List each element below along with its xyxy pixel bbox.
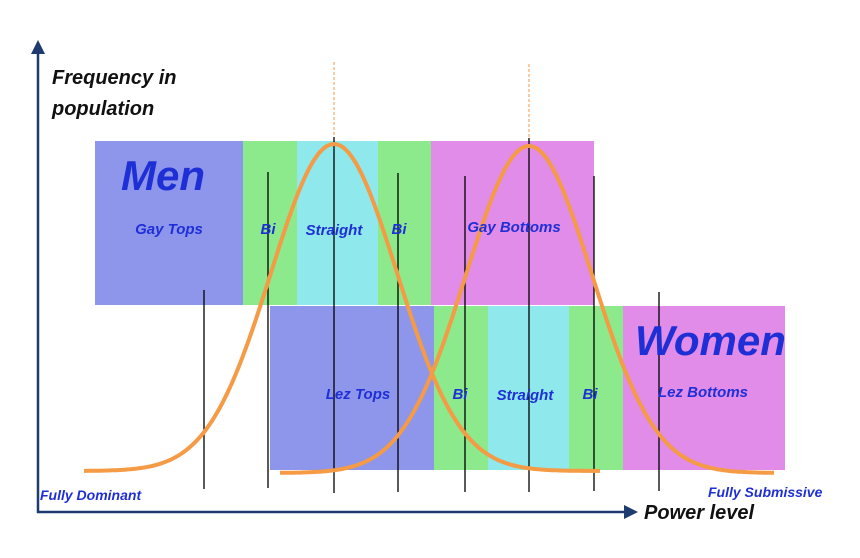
women-label-lez-bottoms: Lez Bottoms [658,384,748,401]
y-axis-arrow-icon [31,40,45,54]
men-label-straight: Straight [306,222,364,239]
men-segment-bi-right [378,141,431,305]
women-segment-lez-bottoms [623,306,785,470]
men-label-bi-left: Bi [261,221,277,238]
women-label-lez-tops: Lez Tops [326,386,390,403]
divider-lines [203,137,660,493]
women-title: Women [635,317,786,364]
x-axis-title: Power level [644,502,755,524]
men-bell-curve [84,141,601,473]
men-segment-gay-bottoms [431,141,594,305]
women-label-straight: Straight [497,387,555,404]
women-segment-bi-left [434,306,488,470]
men-segment-gay-tops [95,141,243,305]
women-label-bi-right: Bi [583,386,599,403]
y-axis-title-line1: Frequency in [52,67,176,89]
women-segment-lez-tops [270,306,434,470]
men-label-bi-right: Bi [392,221,408,238]
y-axis-title-line2: population [51,98,154,120]
x-axis-arrow-icon [624,505,638,519]
men-label-gay-bottoms: Gay Bottoms [467,219,560,236]
women-segment-bi-right [569,306,623,470]
women-bell-curve [279,144,774,475]
women-label-bi-left: Bi [453,386,469,403]
men-label-gay-tops: Gay Tops [135,221,203,238]
men-title: Men [121,152,205,199]
x-axis-left-label: Fully Dominant [40,487,142,503]
x-axis-right-label: Fully Submissive [708,484,823,500]
